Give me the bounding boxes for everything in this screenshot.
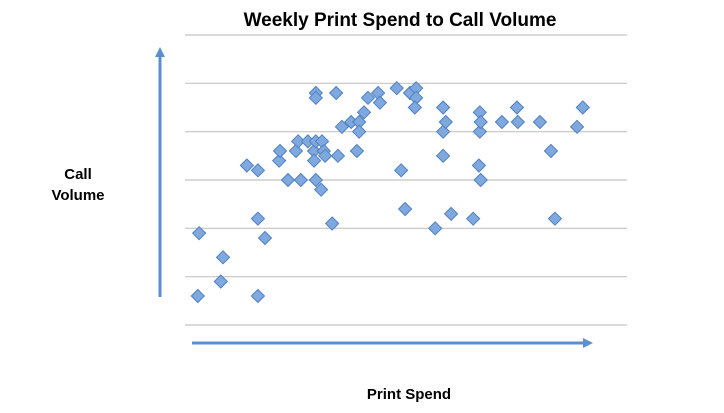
- scatter-point: [280, 172, 296, 188]
- scatter-point: [308, 172, 324, 188]
- scatter-point: [575, 100, 591, 115]
- scatter-point: [427, 221, 443, 236]
- scatter-point: [293, 172, 309, 188]
- scatter-point: [250, 163, 266, 178]
- scatter-point: [356, 105, 372, 120]
- scatter-point: [213, 274, 229, 289]
- scatter-point: [250, 211, 266, 226]
- scatter-point: [360, 90, 376, 106]
- scatter-point: [397, 201, 413, 217]
- scatter-point: [532, 114, 548, 130]
- scatter-point: [547, 211, 563, 226]
- scatter-point: [471, 158, 487, 173]
- scatter-point: [239, 158, 255, 173]
- scatter-point: [328, 85, 344, 101]
- scatter-point: [389, 80, 404, 96]
- scatter-point: [473, 114, 488, 130]
- scatter-point: [438, 114, 453, 130]
- scatter-point: [250, 288, 266, 304]
- scatter-point: [473, 172, 488, 188]
- scatter-point: [569, 119, 585, 135]
- scatter-point: [191, 225, 207, 241]
- scatter-point: [472, 124, 488, 139]
- scatter-point: [435, 100, 451, 115]
- scatter-point: [272, 143, 288, 159]
- scatter-point: [288, 143, 304, 159]
- scatter-point: [372, 95, 388, 110]
- scatter-point: [443, 206, 459, 222]
- scatter-point: [393, 163, 409, 178]
- scatter-point: [510, 114, 526, 130]
- scatter-point: [351, 124, 367, 139]
- scatter-point: [349, 143, 365, 159]
- y-axis-label: Call Volume: [51, 166, 105, 204]
- scatter-point: [509, 100, 525, 115]
- scatter-point: [317, 148, 333, 164]
- x-axis-label: Print Spend: [367, 386, 451, 403]
- scatter-point: [334, 119, 350, 135]
- chart-title: Weekly Print Spend to Call Volume: [244, 10, 557, 31]
- scatter-point: [407, 100, 423, 115]
- scatter-point: [435, 148, 451, 164]
- scatter-point: [465, 211, 481, 226]
- scatter-point: [313, 182, 329, 197]
- scatter-point: [308, 90, 324, 106]
- scatter-point: [324, 216, 340, 231]
- scatter-point: [271, 153, 287, 168]
- scatter-point: [543, 143, 559, 159]
- scatter-point: [306, 153, 322, 168]
- scatter-point: [290, 134, 306, 149]
- scatter-point: [257, 230, 273, 246]
- scatter-point: [330, 148, 346, 164]
- scatter-point: [190, 288, 206, 304]
- scatter-point: [215, 250, 231, 265]
- scatter-point: [494, 114, 510, 130]
